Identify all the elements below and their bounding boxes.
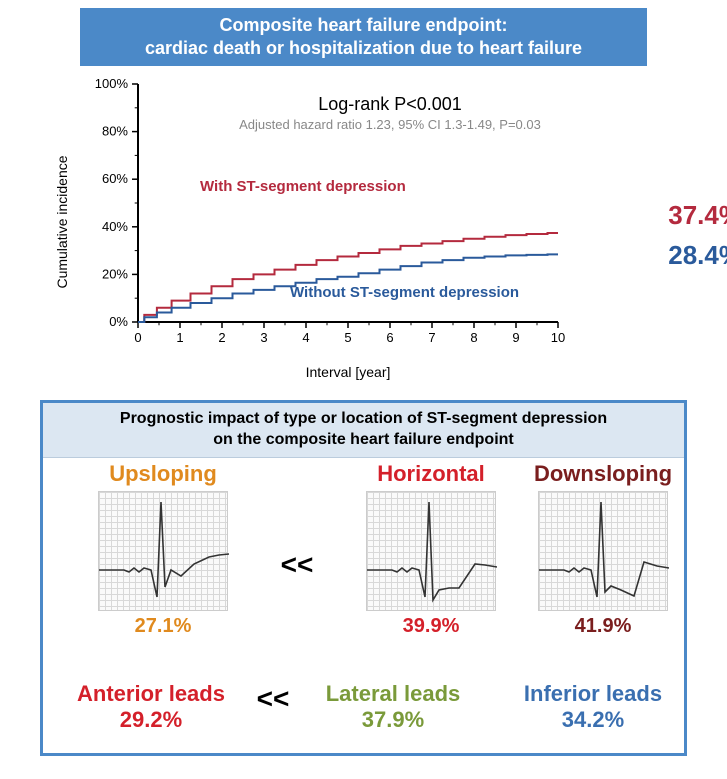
type-col-horizontal: Horizontal 39.9%	[341, 461, 521, 638]
svg-text:40%: 40%	[102, 219, 128, 234]
ecg-horiz-icon	[366, 491, 496, 611]
stat-text: Log-rank P<0.001 Adjusted hazard ratio 1…	[210, 94, 570, 132]
log-rank-text: Log-rank P<0.001	[210, 94, 570, 115]
ecg-up-icon	[98, 491, 228, 611]
svg-text:100%: 100%	[95, 76, 129, 91]
title-line-2: cardiac death or hospitalization due to …	[80, 37, 647, 60]
svg-text:9: 9	[512, 330, 519, 345]
series-label-with: With ST-segment depression	[200, 178, 406, 195]
type-pct: 27.1%	[73, 615, 253, 638]
svg-text:0%: 0%	[109, 314, 128, 329]
x-axis-label: Interval [year]	[306, 364, 391, 380]
type-title: Downsloping	[513, 461, 693, 487]
lead-col-lateral-leads: Lateral leads37.9%	[293, 681, 493, 733]
svg-text:20%: 20%	[102, 266, 128, 281]
type-col-downsloping: Downsloping 41.9%	[513, 461, 693, 638]
hazard-ratio-text: Adjusted hazard ratio 1.23, 95% CI 1.3-1…	[210, 117, 570, 132]
title-banner: Composite heart failure endpoint: cardia…	[80, 8, 647, 66]
title-line-1: Composite heart failure endpoint:	[80, 14, 647, 37]
lead-col-anterior-leads: Anterior leads29.2%	[51, 681, 251, 733]
type-title: Upsloping	[73, 461, 253, 487]
svg-text:4: 4	[302, 330, 309, 345]
lead-col-inferior-leads: Inferior leads34.2%	[493, 681, 693, 733]
types-row: Upsloping27.1%Horizontal39.9%Downsloping…	[43, 461, 684, 661]
leads-comparator: <<	[257, 683, 290, 715]
series-label-without: Without ST-segment depression	[290, 284, 519, 301]
lead-title: Anterior leads	[51, 681, 251, 707]
svg-text:80%: 80%	[102, 124, 128, 139]
svg-text:2: 2	[218, 330, 225, 345]
panel-header-line-1: Prognostic impact of type or location of…	[51, 409, 676, 430]
svg-text:60%: 60%	[102, 171, 128, 186]
type-title: Horizontal	[341, 461, 521, 487]
svg-text:3: 3	[260, 330, 267, 345]
end-label-without: 28.4%	[668, 240, 727, 271]
type-pct: 39.9%	[341, 615, 521, 638]
svg-text:10: 10	[551, 330, 565, 345]
lead-pct: 37.9%	[293, 707, 493, 733]
survival-chart: Cumulative incidence 0%20%40%60%80%100%0…	[70, 72, 670, 372]
end-label-with: 37.4%	[668, 200, 727, 231]
svg-text:1: 1	[176, 330, 183, 345]
type-col-upsloping: Upsloping 27.1%	[73, 461, 253, 638]
type-pct: 41.9%	[513, 615, 693, 638]
panel-header-line-2: on the composite heart failure endpoint	[51, 430, 676, 451]
panel-header: Prognostic impact of type or location of…	[43, 403, 684, 458]
prognostic-panel: Prognostic impact of type or location of…	[40, 400, 687, 756]
svg-text:8: 8	[470, 330, 477, 345]
lead-pct: 34.2%	[493, 707, 693, 733]
types-comparator: <<	[281, 549, 314, 581]
svg-text:0: 0	[134, 330, 141, 345]
lead-title: Inferior leads	[493, 681, 693, 707]
svg-text:6: 6	[386, 330, 393, 345]
lead-title: Lateral leads	[293, 681, 493, 707]
ecg-down-icon	[538, 491, 668, 611]
lead-pct: 29.2%	[51, 707, 251, 733]
y-axis-label: Cumulative incidence	[54, 155, 70, 288]
svg-text:5: 5	[344, 330, 351, 345]
svg-text:7: 7	[428, 330, 435, 345]
